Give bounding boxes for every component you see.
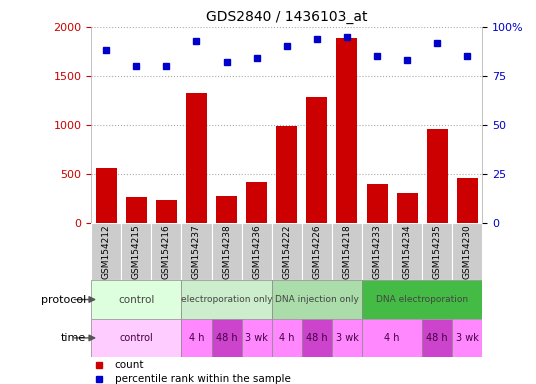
Bar bbox=[121, 223, 151, 280]
Text: 3 wk: 3 wk bbox=[336, 333, 359, 343]
Bar bbox=[362, 223, 392, 280]
Bar bbox=[126, 197, 147, 223]
Bar bbox=[272, 223, 302, 280]
Text: time: time bbox=[61, 333, 86, 343]
Bar bbox=[392, 223, 422, 280]
Bar bbox=[242, 319, 272, 357]
Bar bbox=[302, 319, 332, 357]
Text: GSM154216: GSM154216 bbox=[162, 224, 171, 279]
Bar bbox=[272, 319, 302, 357]
Title: GDS2840 / 1436103_at: GDS2840 / 1436103_at bbox=[206, 10, 368, 25]
Text: GSM154212: GSM154212 bbox=[102, 224, 110, 279]
Text: count: count bbox=[115, 360, 144, 370]
Text: GSM154234: GSM154234 bbox=[403, 224, 412, 279]
Text: GSM154222: GSM154222 bbox=[282, 224, 291, 279]
Bar bbox=[422, 223, 452, 280]
Text: GSM154226: GSM154226 bbox=[312, 224, 322, 279]
Text: GSM154235: GSM154235 bbox=[433, 224, 442, 279]
Bar bbox=[367, 184, 388, 223]
Bar bbox=[397, 194, 418, 223]
Text: 4 h: 4 h bbox=[384, 333, 400, 343]
Text: 48 h: 48 h bbox=[306, 333, 327, 343]
Text: 3 wk: 3 wk bbox=[456, 333, 479, 343]
Bar bbox=[422, 319, 452, 357]
Bar bbox=[302, 223, 332, 280]
Bar bbox=[452, 319, 482, 357]
Bar bbox=[307, 98, 327, 223]
Text: 4 h: 4 h bbox=[189, 333, 204, 343]
Text: 3 wk: 3 wk bbox=[245, 333, 268, 343]
Bar bbox=[186, 93, 207, 223]
Bar bbox=[156, 200, 177, 223]
Bar bbox=[91, 223, 121, 280]
Bar bbox=[181, 319, 212, 357]
Text: DNA electroporation: DNA electroporation bbox=[376, 295, 468, 304]
Bar bbox=[276, 126, 297, 223]
Bar bbox=[242, 223, 272, 280]
Bar bbox=[91, 319, 181, 357]
Text: 48 h: 48 h bbox=[427, 333, 448, 343]
Text: GSM154230: GSM154230 bbox=[463, 224, 472, 279]
Bar bbox=[212, 319, 242, 357]
Bar bbox=[272, 280, 362, 319]
Text: GSM154237: GSM154237 bbox=[192, 224, 201, 279]
Bar bbox=[95, 168, 117, 223]
Text: GSM154215: GSM154215 bbox=[132, 224, 141, 279]
Bar bbox=[332, 319, 362, 357]
Bar bbox=[337, 38, 358, 223]
Text: electroporation only: electroporation only bbox=[181, 295, 272, 304]
Bar bbox=[457, 178, 478, 223]
Text: GSM154233: GSM154233 bbox=[373, 224, 382, 279]
Bar bbox=[181, 280, 272, 319]
Bar bbox=[212, 223, 242, 280]
Text: 48 h: 48 h bbox=[216, 333, 237, 343]
Text: DNA injection only: DNA injection only bbox=[275, 295, 359, 304]
Text: GSM154236: GSM154236 bbox=[252, 224, 261, 279]
Bar bbox=[452, 223, 482, 280]
Bar bbox=[181, 223, 212, 280]
Bar bbox=[332, 223, 362, 280]
Bar bbox=[91, 280, 181, 319]
Bar bbox=[246, 182, 267, 223]
Text: control: control bbox=[120, 333, 153, 343]
Bar bbox=[362, 319, 422, 357]
Bar bbox=[427, 129, 448, 223]
Text: GSM154238: GSM154238 bbox=[222, 224, 231, 279]
Text: 4 h: 4 h bbox=[279, 333, 294, 343]
Text: percentile rank within the sample: percentile rank within the sample bbox=[115, 374, 291, 384]
Bar bbox=[362, 280, 482, 319]
Bar bbox=[216, 196, 237, 223]
Text: protocol: protocol bbox=[41, 295, 86, 305]
Bar bbox=[151, 223, 181, 280]
Text: GSM154218: GSM154218 bbox=[343, 224, 352, 279]
Text: control: control bbox=[118, 295, 154, 305]
